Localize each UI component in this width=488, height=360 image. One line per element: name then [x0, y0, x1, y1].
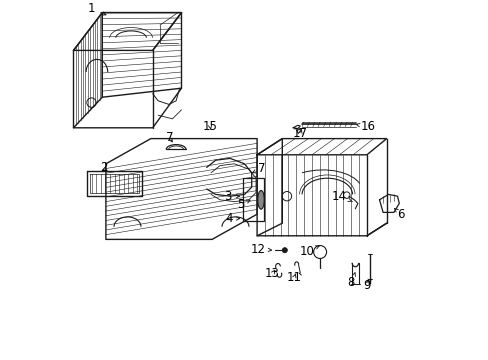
Text: 10: 10 [299, 245, 319, 258]
Text: 12: 12 [250, 243, 271, 256]
Text: 2: 2 [100, 161, 107, 174]
Text: 1: 1 [87, 3, 106, 15]
Text: 7: 7 [252, 162, 265, 175]
Text: 13: 13 [264, 267, 280, 280]
Text: 3: 3 [224, 190, 239, 203]
Text: 4: 4 [225, 212, 239, 225]
Text: 14: 14 [331, 190, 352, 203]
Text: 16: 16 [356, 120, 375, 133]
Text: 8: 8 [347, 273, 355, 289]
Text: 9: 9 [363, 279, 370, 292]
Text: 17: 17 [292, 127, 307, 140]
Circle shape [282, 248, 287, 253]
Text: 6: 6 [394, 208, 404, 221]
Text: 5: 5 [236, 198, 249, 211]
Ellipse shape [257, 190, 264, 209]
Text: 15: 15 [203, 120, 217, 133]
Text: 11: 11 [286, 271, 301, 284]
Text: 7: 7 [165, 131, 173, 144]
